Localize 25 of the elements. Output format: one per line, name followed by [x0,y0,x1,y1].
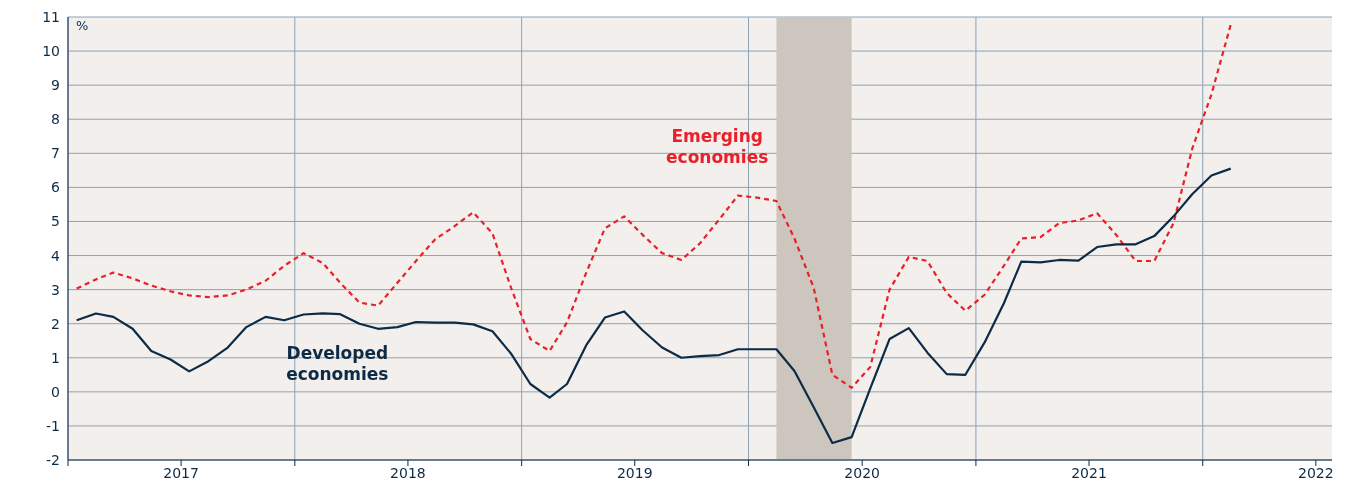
line-series [75,167,1232,445]
y-tick-label: 3 [51,281,60,298]
y-tick-label: 4 [51,247,61,264]
y-tick-label: 2 [51,315,60,332]
x-tick-label: 2018 [390,464,426,481]
y-tick-label: 1 [51,349,60,366]
line-series [75,23,1232,389]
y-tick-label: 11 [42,8,60,25]
series-label: Developed economies [286,343,389,385]
y-tick-label: 8 [51,111,60,128]
y-tick-label: 0 [51,383,60,400]
x-tick-label: 2021 [1071,464,1107,481]
y-axis-title: % [76,18,89,33]
y-tick-label: 5 [51,213,60,230]
x-tick-label: 2019 [616,464,653,481]
y-tick-label: 9 [51,77,60,94]
y-tick-label: -1 [46,417,60,434]
y-tick-label: 7 [51,145,60,162]
y-tick-label: 10 [42,43,60,60]
x-tick-label: 2020 [844,464,881,481]
y-tick-label: -2 [46,451,60,468]
x-tick-label: 2022 [1298,464,1334,481]
x-tick-label: 2017 [163,464,199,481]
series-label: Emerging economies [666,125,769,167]
y-tick-label: 6 [51,179,61,196]
